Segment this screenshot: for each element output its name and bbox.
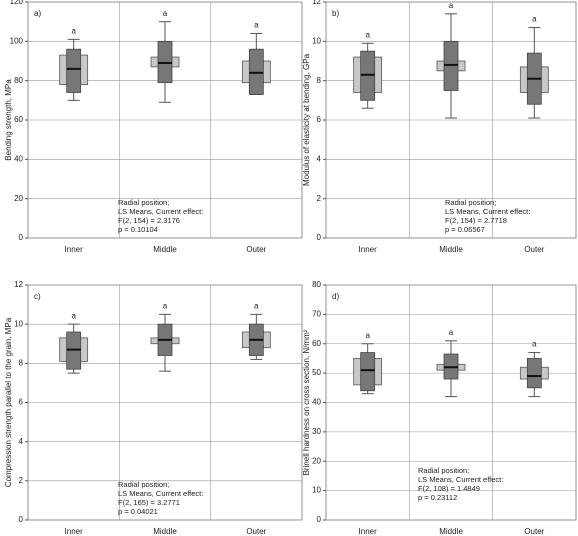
y-tick-label: 80: [14, 76, 23, 85]
y-tick-label: 60: [14, 115, 23, 124]
annotation: F(2, 154) = 2.3176: [118, 216, 180, 225]
y-tick-label: 40: [312, 398, 321, 407]
y-tick-label: 2: [317, 194, 322, 203]
y-tick-label: 0: [19, 233, 24, 242]
annotation: p = 0.06567: [445, 225, 485, 234]
annotation: p = 0.04021: [118, 507, 158, 516]
y-tick-label: 10: [312, 36, 321, 45]
y-tick-label: 12: [312, 0, 321, 6]
y-axis-label: Modulus of elasticity at bending, GPa: [302, 53, 311, 186]
y-tick-label: 10: [312, 486, 321, 495]
group-letter: a: [254, 301, 259, 310]
x-tick-label: Outer: [524, 527, 544, 536]
panel: 0 20 40 60 80 100 120 Inner Middle Outer Bending s…: [4, 0, 303, 254]
group-letter: a: [532, 340, 537, 349]
panel-label: c): [34, 292, 41, 301]
annotation: p = 0.10104: [118, 225, 158, 234]
y-tick-label: 30: [312, 427, 321, 436]
panel: 0 10 20 30 40 50 60 70 80 Inner Middle Outer Brinell…: [302, 280, 577, 536]
y-tick-label: 100: [10, 36, 24, 45]
group-letter: a: [365, 331, 370, 340]
group-letter: a: [71, 311, 76, 320]
y-tick-label: 50: [312, 368, 321, 377]
annotation: Radial position;: [118, 198, 169, 207]
y-tick-label: 70: [312, 309, 321, 318]
annotation: Radial position;: [118, 480, 169, 489]
annotation: LS Means, Current effect:: [118, 489, 203, 498]
group-letter: a: [163, 9, 168, 18]
y-tick-label: 12: [14, 280, 23, 289]
y-tick-label: 60: [312, 339, 321, 348]
y-tick-label: 4: [19, 437, 24, 446]
annotation: F(2, 108) = 1.4849: [418, 484, 480, 493]
annotation: Radial position;: [418, 466, 469, 475]
y-tick-label: 20: [312, 456, 321, 465]
y-tick-label: 2: [19, 476, 24, 485]
panel: 0 2 4 6 8 10 12 Inner Middle Outer Modulus of elas…: [302, 0, 577, 254]
dark-box: [66, 48, 82, 93]
x-tick-label: Inner: [359, 245, 378, 254]
panel: 0 2 4 6 8 10 12 Inner Middle Outer Compression str…: [4, 280, 303, 536]
y-tick-label: 0: [317, 515, 322, 524]
annotation: LS Means, Current effect:: [445, 207, 530, 216]
panel-label: a): [34, 9, 41, 18]
y-tick-label: 10: [14, 319, 23, 328]
x-tick-label: Outer: [246, 527, 266, 536]
y-tick-label: 8: [19, 358, 24, 367]
y-tick-label: 40: [14, 154, 23, 163]
y-tick-label: 20: [14, 194, 23, 203]
y-tick-label: 8: [317, 76, 322, 85]
annotation: Radial position;: [445, 198, 496, 207]
panel-label: d): [332, 292, 339, 301]
annotation: LS Means, Current effect:: [418, 475, 503, 484]
dark-box: [360, 352, 376, 392]
y-axis-label: Bending strength, MPa: [4, 79, 13, 161]
group-letter: a: [532, 15, 537, 24]
y-tick-label: 0: [317, 233, 322, 242]
group-letter: a: [449, 328, 454, 337]
annotation: F(2, 165) = 3.2771: [118, 498, 180, 507]
y-tick-label: 80: [312, 280, 321, 289]
dark-box: [526, 358, 542, 389]
x-tick-label: Outer: [246, 245, 266, 254]
group-letter: a: [163, 301, 168, 310]
y-axis-label: Compression strength parallel to the gra…: [4, 317, 13, 487]
y-tick-label: 4: [317, 154, 322, 163]
y-tick-label: 6: [19, 398, 24, 407]
x-tick-label: Middle: [439, 245, 463, 254]
x-tick-label: Inner: [65, 245, 84, 254]
group-letter: a: [449, 1, 454, 10]
x-tick-label: Inner: [359, 527, 378, 536]
group-letter: a: [71, 26, 76, 35]
y-tick-label: 6: [317, 115, 322, 124]
annotation: F(2, 154) = 2.7718: [445, 216, 507, 225]
group-letter: a: [365, 30, 370, 39]
panel-label: b): [332, 9, 339, 18]
x-tick-label: Inner: [65, 527, 84, 536]
x-tick-label: Middle: [153, 245, 177, 254]
y-tick-label: 0: [19, 515, 24, 524]
y-axis-label: Brinell hardness on cross section, N/mm²: [302, 329, 311, 475]
x-tick-label: Middle: [439, 527, 463, 536]
x-tick-label: Middle: [153, 527, 177, 536]
annotation: LS Means, Current effect:: [118, 207, 203, 216]
group-letter: a: [254, 21, 259, 30]
x-tick-label: Outer: [524, 245, 544, 254]
annotation: p = 0.23112: [418, 493, 457, 502]
y-tick-label: 120: [10, 0, 24, 6]
